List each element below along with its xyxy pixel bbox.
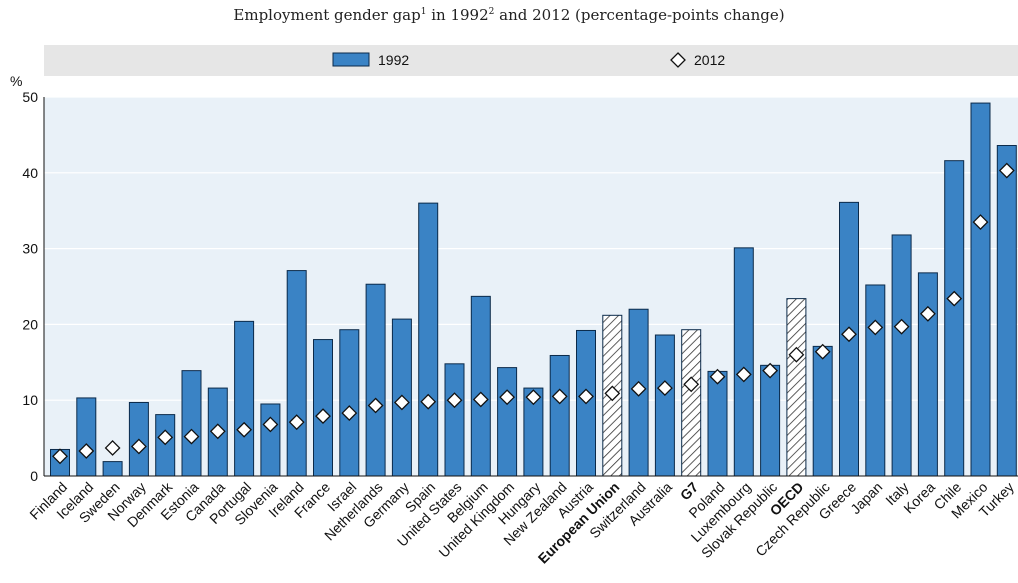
- bar-1992: [102, 461, 123, 477]
- bar-1992: [444, 363, 465, 477]
- marker-2012: [209, 423, 226, 440]
- marker-2012: [78, 443, 95, 459]
- marker-2012: [867, 319, 884, 336]
- bar-1992: [497, 367, 518, 477]
- legend-label-1992: 1992: [378, 52, 409, 68]
- y-tick-label: 30: [22, 241, 38, 257]
- bar-1992: [313, 339, 333, 477]
- marker-2012: [183, 428, 200, 445]
- bar-1992: [155, 414, 176, 477]
- legend-label-2012: 2012: [694, 52, 725, 68]
- marker-2012: [893, 318, 910, 335]
- subtitle-main: Employment gender gap: [233, 6, 421, 24]
- marker-2012: [499, 389, 516, 406]
- bar-1992: [549, 354, 570, 477]
- bar-1992: [970, 102, 991, 477]
- y-tick-label: 0: [30, 468, 38, 484]
- bar-1992: [181, 370, 202, 477]
- bar-1992: [418, 202, 439, 477]
- marker-2012: [315, 408, 331, 425]
- marker-2012: [972, 214, 989, 230]
- marker-2012: [393, 394, 410, 411]
- bar-1992: [654, 334, 675, 477]
- marker-2012: [630, 380, 647, 397]
- marker-2012: [472, 391, 489, 408]
- bar-1992: [365, 283, 386, 477]
- chart-subtitle: Employment gender gap1 in 19922 and 2012…: [0, 6, 1018, 24]
- bar-1992: [760, 364, 781, 477]
- bar-1992: [944, 160, 965, 477]
- marker-2012: [551, 388, 568, 405]
- marker-2012: [709, 368, 726, 385]
- legend-diamond-2012: [670, 52, 686, 68]
- subtitle-mid: in 1992: [426, 6, 489, 24]
- marker-2012: [341, 405, 358, 422]
- bar-1992: [865, 284, 886, 477]
- marker-2012: [420, 393, 437, 410]
- bar-1992: [917, 272, 938, 477]
- bar-1992: [733, 247, 754, 477]
- bar-1992: [470, 295, 491, 477]
- marker-2012: [367, 397, 384, 414]
- marker-2012: [998, 162, 1015, 179]
- bar-1992: [260, 403, 281, 477]
- marker-2012: [288, 414, 305, 431]
- bar-1992: [286, 270, 307, 477]
- marker-2012: [157, 429, 174, 446]
- marker-2012: [946, 290, 963, 307]
- marker-2012: [52, 448, 68, 465]
- bar-1992: [681, 329, 702, 477]
- marker-2012: [841, 326, 857, 343]
- marker-2012: [236, 421, 253, 438]
- bar-1992: [891, 234, 912, 477]
- marker-2012: [762, 362, 779, 379]
- marker-2012: [919, 305, 936, 322]
- marker-2012: [683, 376, 700, 393]
- marker-2012: [788, 346, 805, 363]
- marker-2012: [735, 366, 752, 383]
- bar-1992: [707, 370, 728, 477]
- marker-2012: [262, 416, 279, 433]
- marker-2012: [814, 343, 831, 360]
- y-axis-unit: %: [10, 73, 22, 89]
- bar-1992: [996, 145, 1017, 477]
- y-tick-label: 40: [22, 165, 38, 181]
- y-tick-label: 50: [22, 89, 38, 105]
- bar-1992: [234, 320, 255, 477]
- bar-1992: [76, 397, 97, 477]
- marker-2012: [446, 392, 463, 409]
- legend-background: [44, 45, 1018, 76]
- y-tick-label: 10: [22, 392, 38, 408]
- bar-1992: [812, 345, 833, 477]
- subtitle-footnote-1: 1: [420, 7, 427, 17]
- legend-swatch-1992: [332, 52, 370, 67]
- bar-1992: [339, 329, 360, 477]
- marker-2012: [130, 438, 147, 455]
- marker-2012: [104, 440, 121, 456]
- marker-2012: [578, 388, 594, 405]
- subtitle-end: and 2012 (percentage-points change): [494, 6, 785, 24]
- bar-1992: [786, 298, 807, 477]
- x-tick-label: Korea: [900, 479, 938, 517]
- marker-2012: [604, 385, 621, 402]
- subtitle-footnote-2: 2: [488, 7, 495, 17]
- marker-2012: [656, 380, 673, 396]
- marker-2012: [525, 389, 542, 406]
- y-tick-label: 20: [22, 316, 38, 332]
